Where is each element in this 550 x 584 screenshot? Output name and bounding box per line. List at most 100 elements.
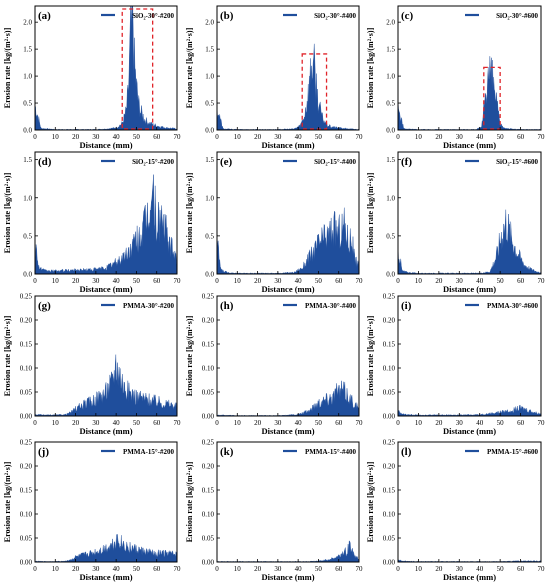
x-tick-label: 10	[415, 565, 423, 573]
y-tick-label: 0.10	[20, 365, 33, 373]
y-axis-label: Erosion rate [kg/(m²·s)]	[185, 172, 194, 253]
x-tick-label: 50	[315, 133, 323, 141]
x-tick-label: 30	[274, 133, 282, 141]
x-axis-label: Distance (mm)	[443, 284, 496, 294]
x-tick-label: 20	[254, 277, 262, 285]
x-axis-label: Distance (mm)	[443, 140, 496, 150]
y-axis-label: Erosion rate [kg/(m²·s)]	[366, 172, 375, 253]
x-tick-label: 20	[435, 133, 443, 141]
x-tick-label: 30	[456, 419, 464, 427]
x-tick-label: 60	[153, 133, 161, 141]
y-tick-label: 0.20	[383, 317, 396, 325]
y-tick-label: 0.15	[20, 487, 33, 495]
chart-panel: 0 10 20 30 40 50 60 70 0.0 0.5 1.0 1.5 Distance (mm)…	[185, 151, 363, 294]
chart-panel: 0 10 20 30 40 50 60 70 0.00 0.05 0.10 0.15 0.20 0.25 D…	[366, 439, 545, 583]
series-area	[397, 404, 542, 417]
y-tick-label: 2.0	[386, 19, 395, 27]
y-tick-label: 0.25	[20, 293, 33, 301]
x-tick-label: 60	[517, 565, 525, 573]
chart-panel: 0 10 20 30 40 50 60 70 0.0 0.5 1.0 1.5 Distance (mm)…	[3, 151, 181, 294]
x-tick-label: 40	[113, 277, 121, 285]
chart-panel: 0 10 20 30 40 50 60 70 0.0 0.5 1.0 1.5 2.0 Distance (…	[185, 5, 363, 150]
y-axis-label: Erosion rate [kg/(m²·s)]	[366, 27, 375, 108]
y-tick-label: 0.5	[205, 100, 214, 108]
y-tick-label: 0.05	[20, 535, 33, 543]
x-tick-label: 0	[215, 277, 219, 285]
y-tick-label: 1.0	[23, 194, 32, 202]
x-tick-label: 70	[174, 565, 182, 573]
highlight-box	[301, 53, 328, 130]
y-tick-label: 0.20	[202, 463, 215, 471]
y-tick-label: 0.05	[383, 389, 396, 397]
x-tick-label: 70	[356, 565, 364, 573]
y-tick-label: 0.20	[383, 463, 396, 471]
x-tick-label: 70	[174, 419, 182, 427]
y-tick-label: 0.10	[202, 365, 215, 373]
y-tick-label: 0.00	[202, 413, 215, 421]
panel-label: (d)	[38, 156, 52, 168]
x-tick-label: 60	[335, 565, 343, 573]
y-tick-label: 0.05	[383, 535, 396, 543]
x-axis-label: Distance (mm)	[261, 284, 314, 294]
plot-frame	[34, 151, 178, 275]
legend-label: PMMA-15°-#600	[487, 448, 539, 456]
x-tick-label: 60	[335, 277, 343, 285]
y-tick-label: 0.5	[23, 232, 32, 240]
x-axis-label: Distance (mm)	[443, 426, 496, 436]
plot-frame	[216, 295, 360, 417]
y-tick-label: 1.5	[205, 46, 214, 54]
x-tick-label: 70	[538, 419, 546, 427]
x-axis-label: Distance (mm)	[79, 426, 132, 436]
y-axis-label: Erosion rate [kg/(m²·s)]	[185, 461, 194, 542]
legend-label: SiO₂-15°-#400	[314, 158, 356, 166]
chart-panel: 0 10 20 30 40 50 60 70 0.00 0.05 0.10 0.15 0.20 0.25 D…	[3, 293, 181, 437]
x-tick-label: 30	[92, 277, 100, 285]
x-tick-label: 50	[315, 277, 323, 285]
y-tick-label: 0.15	[383, 487, 396, 495]
x-tick-label: 60	[517, 277, 525, 285]
x-axis-label: Distance (mm)	[79, 140, 132, 150]
legend-label: SiO₂-15°-#200	[132, 158, 174, 166]
series-area	[216, 380, 360, 417]
y-tick-label: 1.0	[23, 73, 32, 81]
y-tick-label: 0.25	[383, 293, 396, 301]
x-tick-label: 40	[113, 565, 121, 573]
series-area	[34, 534, 178, 563]
x-tick-label: 50	[497, 565, 505, 573]
plot-frame	[34, 5, 178, 131]
y-tick-label: 0.00	[20, 413, 33, 421]
y-tick-label: 0.05	[202, 389, 215, 397]
x-tick-label: 70	[538, 565, 546, 573]
x-tick-label: 10	[52, 419, 60, 427]
x-tick-label: 60	[335, 419, 343, 427]
x-tick-label: 0	[33, 133, 37, 141]
x-tick-label: 50	[133, 565, 141, 573]
x-axis-label: Distance (mm)	[261, 140, 314, 150]
legend-label: PMMA-15°-#200	[123, 448, 175, 456]
x-tick-label: 10	[415, 277, 423, 285]
x-tick-label: 20	[72, 277, 80, 285]
x-tick-label: 60	[517, 419, 525, 427]
x-tick-label: 0	[33, 419, 37, 427]
legend-label: PMMA-15°-#400	[305, 448, 357, 456]
y-tick-label: 0.20	[20, 463, 33, 471]
y-tick-label: 0.5	[205, 232, 214, 240]
x-tick-label: 40	[295, 419, 303, 427]
x-tick-label: 40	[476, 133, 484, 141]
legend-label: SiO₂-30°-#400	[314, 12, 356, 20]
legend-label: SiO₂-30°-#200	[132, 12, 174, 20]
plot-frame	[34, 441, 178, 563]
series-area	[216, 207, 360, 275]
y-tick-label: 0.0	[386, 271, 395, 279]
panel-label: (f)	[401, 156, 412, 168]
y-tick-label: 0.20	[20, 317, 33, 325]
y-tick-label: 0.10	[383, 365, 396, 373]
x-tick-label: 10	[52, 277, 60, 285]
y-tick-label: 2.0	[205, 19, 214, 27]
x-tick-label: 40	[295, 133, 303, 141]
y-tick-label: 0.0	[386, 127, 395, 135]
x-axis-label: Distance (mm)	[79, 572, 132, 582]
y-axis-label: Erosion rate [kg/(m²·s)]	[3, 315, 12, 396]
panel-label: (j)	[38, 446, 49, 458]
